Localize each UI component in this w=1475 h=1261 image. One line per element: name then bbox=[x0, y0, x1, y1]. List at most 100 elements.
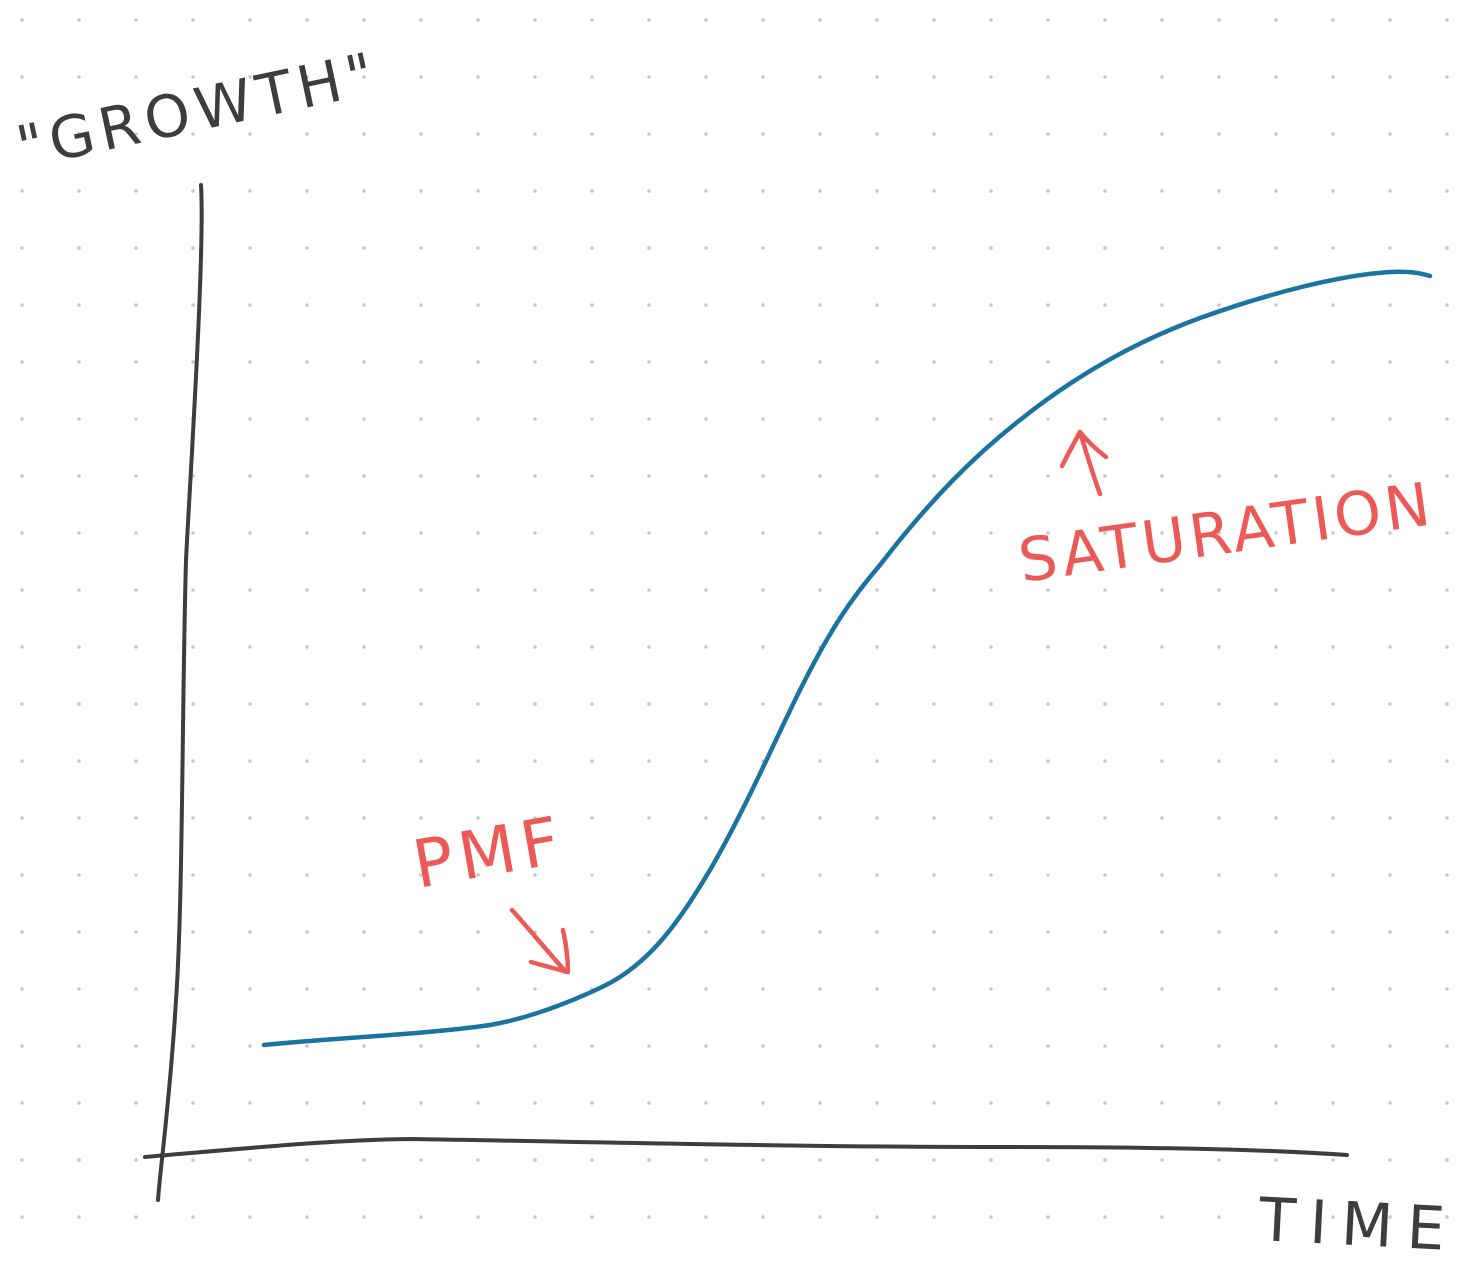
grid-dot bbox=[419, 360, 423, 364]
grid-dot bbox=[20, 189, 24, 193]
growth-curve bbox=[261, 269, 1433, 1048]
grid-dot bbox=[761, 474, 765, 478]
grid-dot bbox=[875, 816, 879, 820]
grid-dot bbox=[248, 930, 252, 934]
grid-dot bbox=[362, 246, 366, 250]
grid-dot bbox=[761, 930, 765, 934]
grid-dot bbox=[1388, 474, 1392, 478]
grid-dot bbox=[1274, 816, 1278, 820]
grid-dot bbox=[77, 303, 81, 307]
grid-dot bbox=[419, 702, 423, 706]
grid-dot bbox=[875, 1215, 879, 1219]
grid-dot bbox=[1217, 645, 1221, 649]
grid-dot bbox=[1388, 132, 1392, 136]
grid-dot bbox=[419, 588, 423, 592]
grid-dot bbox=[818, 132, 822, 136]
grid-dot bbox=[20, 816, 24, 820]
grid-dot bbox=[1217, 132, 1221, 136]
grid-dot bbox=[1388, 930, 1392, 934]
grid-dot bbox=[1388, 75, 1392, 79]
pmf-annotation-label: PMF bbox=[407, 801, 571, 903]
grid-dot bbox=[1046, 303, 1050, 307]
grid-dot bbox=[1445, 1158, 1449, 1162]
grid-dot bbox=[191, 18, 195, 22]
grid-dot bbox=[989, 531, 993, 535]
grid-dot bbox=[647, 1101, 651, 1105]
grid-dot bbox=[1445, 702, 1449, 706]
dot-grid-background bbox=[20, 18, 1449, 1219]
grid-dot bbox=[989, 987, 993, 991]
grid-dot bbox=[1160, 132, 1164, 136]
grid-dot bbox=[1217, 75, 1221, 79]
grid-dot bbox=[1160, 645, 1164, 649]
grid-dot bbox=[134, 132, 138, 136]
grid-dot bbox=[761, 645, 765, 649]
x-axis-line bbox=[143, 1136, 1349, 1159]
grid-dot bbox=[1274, 987, 1278, 991]
grid-dot bbox=[590, 303, 594, 307]
grid-dot bbox=[989, 189, 993, 193]
grid-dot bbox=[704, 588, 708, 592]
grid-dot bbox=[1160, 873, 1164, 877]
grid-dot bbox=[305, 987, 309, 991]
grid-dot bbox=[362, 132, 366, 136]
grid-dot bbox=[1388, 759, 1392, 763]
grid-dot bbox=[1388, 1044, 1392, 1048]
grid-dot bbox=[77, 816, 81, 820]
saturation-annotation-label: SATURATION bbox=[1014, 469, 1438, 597]
grid-dot bbox=[1160, 360, 1164, 364]
grid-dot bbox=[533, 246, 537, 250]
grid-dot bbox=[191, 132, 195, 136]
grid-dot bbox=[1103, 474, 1107, 478]
grid-dot bbox=[533, 588, 537, 592]
grid-dot bbox=[1274, 75, 1278, 79]
grid-dot bbox=[932, 1215, 936, 1219]
grid-dot bbox=[20, 645, 24, 649]
grid-dot bbox=[305, 759, 309, 763]
grid-dot bbox=[590, 1158, 594, 1162]
grid-dot bbox=[1331, 474, 1335, 478]
grid-dot bbox=[533, 816, 537, 820]
grid-dot bbox=[1217, 1158, 1221, 1162]
grid-dot bbox=[1160, 702, 1164, 706]
grid-dot bbox=[1046, 702, 1050, 706]
grid-dot bbox=[590, 132, 594, 136]
grid-dot bbox=[1217, 18, 1221, 22]
grid-dot bbox=[476, 417, 480, 421]
grid-dot bbox=[419, 303, 423, 307]
grid-dot bbox=[1103, 189, 1107, 193]
grid-dot bbox=[20, 417, 24, 421]
grid-dot bbox=[1331, 1158, 1335, 1162]
grid-dot bbox=[1046, 531, 1050, 535]
grid-dot bbox=[476, 1158, 480, 1162]
grid-dot bbox=[647, 645, 651, 649]
grid-dot bbox=[1445, 588, 1449, 592]
grid-dot bbox=[419, 474, 423, 478]
grid-dot bbox=[1046, 18, 1050, 22]
grid-dot bbox=[1217, 873, 1221, 877]
grid-dot bbox=[134, 1158, 138, 1162]
grid-dot bbox=[989, 75, 993, 79]
grid-dot bbox=[305, 417, 309, 421]
grid-dot bbox=[362, 816, 366, 820]
grid-dot bbox=[248, 531, 252, 535]
grid-dot bbox=[1217, 246, 1221, 250]
grid-dot bbox=[248, 360, 252, 364]
grid-dot bbox=[1046, 246, 1050, 250]
grid-dot bbox=[1160, 246, 1164, 250]
grid-dot bbox=[305, 816, 309, 820]
grid-dot bbox=[1046, 417, 1050, 421]
grid-dot bbox=[305, 360, 309, 364]
grid-dot bbox=[761, 987, 765, 991]
grid-dot bbox=[77, 132, 81, 136]
grid-dot bbox=[419, 75, 423, 79]
grid-dot bbox=[1331, 873, 1335, 877]
grid-dot bbox=[1388, 1158, 1392, 1162]
grid-dot bbox=[1046, 132, 1050, 136]
grid-dot bbox=[590, 1044, 594, 1048]
grid-dot bbox=[1103, 531, 1107, 535]
grid-dot bbox=[761, 360, 765, 364]
grid-dot bbox=[647, 1215, 651, 1219]
grid-dot bbox=[419, 645, 423, 649]
grid-dot bbox=[1388, 1215, 1392, 1219]
